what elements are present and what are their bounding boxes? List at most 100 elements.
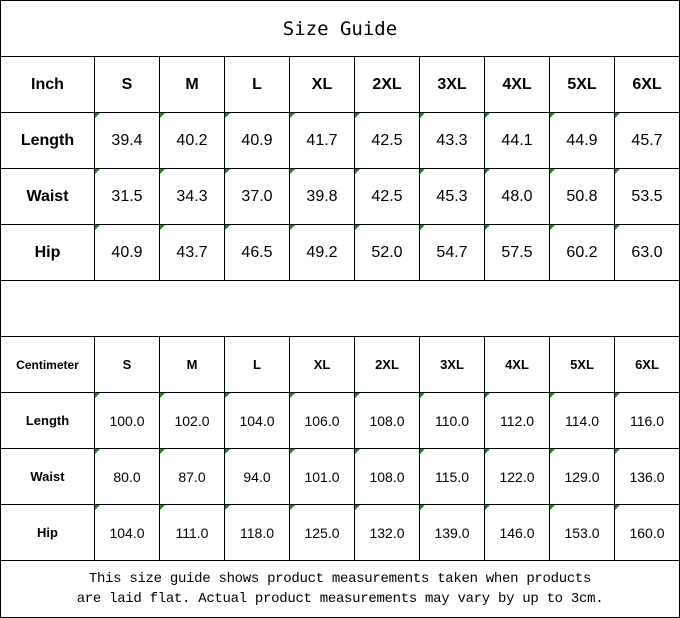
measurement-value: 40.9 (111, 243, 143, 261)
measurement-cell: 39.8 (289, 168, 355, 225)
size-header: 5XL (549, 336, 615, 393)
measurement-cell: 100.0 (94, 392, 160, 449)
error-indicator-icon (420, 449, 425, 454)
size-header: 2XL (354, 336, 420, 393)
measurement-value: 80.0 (113, 468, 141, 485)
measurement-cell: 57.5 (484, 224, 550, 281)
measurement-cell: 43.3 (419, 112, 485, 169)
measurement-value: 39.8 (306, 187, 338, 205)
error-indicator-icon (160, 449, 165, 454)
header-text: M (186, 357, 198, 372)
measurement-value: 60.2 (566, 243, 598, 261)
error-indicator-icon (95, 449, 100, 454)
row-label-text: Hip (37, 525, 58, 540)
measurement-value: 108.0 (369, 468, 405, 485)
error-indicator-icon (225, 393, 230, 398)
header-text: 2XL (372, 75, 402, 93)
error-indicator-icon (550, 113, 555, 118)
measurement-cell: 52.0 (354, 224, 420, 281)
measurement-cell: 106.0 (289, 392, 355, 449)
unit-header: Centimeter (0, 336, 95, 393)
size-header: 5XL (549, 56, 615, 113)
measurement-cell: 45.3 (419, 168, 485, 225)
measurement-value: 110.0 (435, 412, 469, 429)
size-header: L (224, 336, 290, 393)
measurement-value: 94.0 (243, 468, 271, 485)
error-indicator-icon (225, 505, 230, 510)
measurement-value: 44.1 (501, 131, 533, 149)
error-indicator-icon (160, 393, 165, 398)
header-text: 2XL (375, 357, 399, 372)
measurement-cell: 41.7 (289, 112, 355, 169)
error-indicator-icon (225, 449, 230, 454)
measurement-value: 118.0 (240, 524, 274, 541)
measurement-cell: 45.7 (614, 112, 680, 169)
size-header: M (159, 336, 225, 393)
measurement-cell: 87.0 (159, 448, 225, 505)
measurement-cell: 50.8 (549, 168, 615, 225)
error-indicator-icon (160, 169, 165, 174)
measurement-cell: 160.0 (614, 504, 680, 561)
measurement-value: 139.0 (434, 524, 470, 541)
measurement-value: 41.7 (306, 131, 338, 149)
error-indicator-icon (290, 169, 295, 174)
size-header: 3XL (419, 56, 485, 113)
measurement-cell: 40.2 (159, 112, 225, 169)
measurement-value: 153.0 (564, 524, 600, 541)
header-text: 3XL (440, 357, 464, 372)
size-header: 4XL (484, 56, 550, 113)
footer-note: This size guide shows product measuremen… (0, 560, 680, 618)
error-indicator-icon (615, 225, 620, 230)
measurement-cell: 37.0 (224, 168, 290, 225)
measurement-value: 44.9 (566, 131, 598, 149)
measurement-cell: 136.0 (614, 448, 680, 505)
measurement-value: 87.0 (178, 468, 206, 485)
measurement-cell: 115.0 (419, 448, 485, 505)
error-indicator-icon (160, 113, 165, 118)
measurement-value: 111.0 (175, 524, 209, 541)
measurement-cell: 49.2 (289, 224, 355, 281)
measurement-cell: 102.0 (159, 392, 225, 449)
error-indicator-icon (355, 225, 360, 230)
error-indicator-icon (290, 393, 295, 398)
measurement-value: 115.0 (435, 468, 469, 485)
header-text: 5XL (570, 357, 594, 372)
header-text: L (252, 75, 262, 93)
measurement-cell: 111.0 (159, 504, 225, 561)
measurement-cell: 40.9 (94, 224, 160, 281)
header-text: Centimeter (16, 357, 79, 372)
size-header: 6XL (614, 56, 680, 113)
error-indicator-icon (550, 169, 555, 174)
measurement-value: 125.0 (304, 524, 340, 541)
error-indicator-icon (355, 169, 360, 174)
measurement-value: 42.5 (371, 131, 403, 149)
header-text: 6XL (632, 75, 662, 93)
measurement-cell: 80.0 (94, 448, 160, 505)
measurement-cell: 110.0 (419, 392, 485, 449)
measurement-value: 57.5 (501, 243, 533, 261)
measurement-cell: 39.4 (94, 112, 160, 169)
error-indicator-icon (420, 169, 425, 174)
error-indicator-icon (355, 393, 360, 398)
row-label: Length (0, 392, 95, 449)
error-indicator-icon (290, 113, 295, 118)
error-indicator-icon (290, 449, 295, 454)
title: Size Guide (0, 0, 680, 57)
error-indicator-icon (420, 225, 425, 230)
header-text: S (122, 357, 132, 372)
measurement-cell: 104.0 (224, 392, 290, 449)
measurement-value: 100.0 (109, 412, 145, 429)
error-indicator-icon (420, 113, 425, 118)
measurement-cell: 122.0 (484, 448, 550, 505)
measurement-value: 48.0 (501, 187, 533, 205)
size-header: M (159, 56, 225, 113)
size-header: 2XL (354, 56, 420, 113)
header-text: 4XL (502, 75, 532, 93)
header-text: 6XL (635, 357, 659, 372)
size-header: L (224, 56, 290, 113)
measurement-value: 114.0 (565, 412, 599, 429)
measurement-value: 132.0 (369, 524, 405, 541)
error-indicator-icon (615, 393, 620, 398)
error-indicator-icon (485, 225, 490, 230)
